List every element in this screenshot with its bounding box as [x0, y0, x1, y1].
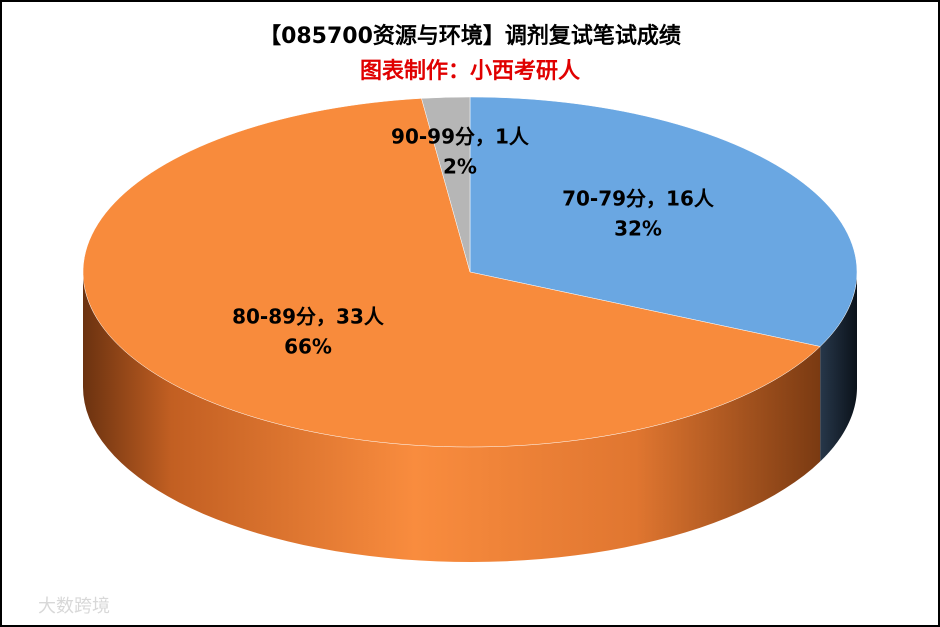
slice-label: 70-79分，16人	[562, 187, 715, 211]
percent-label: 2%	[443, 155, 477, 179]
percent-label: 32%	[614, 217, 662, 241]
slice	[421, 96, 471, 273]
slice-side	[820, 272, 857, 462]
slice-label: 90-99分，1人	[391, 125, 530, 149]
watermark: 大数跨境	[38, 596, 110, 617]
chart-title: 【085700资源与环境】调剂复试笔试成绩	[259, 23, 681, 49]
slice-label: 80-89分，33人	[232, 305, 385, 329]
slice-side	[83, 272, 821, 562]
chart-subtitle: 图表制作：小西考研人	[360, 59, 580, 84]
slice	[469, 96, 858, 347]
slice	[82, 98, 821, 448]
percent-label: 66%	[284, 335, 332, 359]
